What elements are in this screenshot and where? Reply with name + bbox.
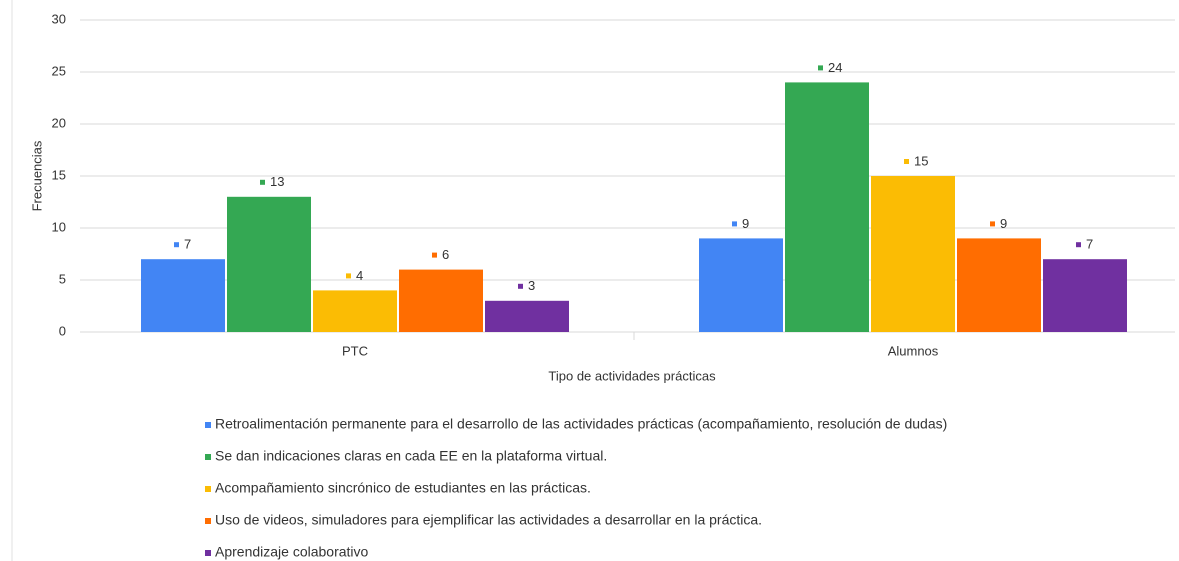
bar <box>785 82 869 333</box>
bar <box>699 238 783 332</box>
data-label-key <box>818 65 823 71</box>
data-label-key <box>904 159 909 164</box>
data-label-key <box>260 179 265 185</box>
data-label: 9 <box>1000 216 1007 231</box>
y-tick-label: 10 <box>52 219 66 234</box>
data-label: 15 <box>914 153 928 168</box>
y-tick-label: 0 <box>59 323 66 338</box>
data-label: 13 <box>270 174 284 189</box>
y-tick-label: 20 <box>52 115 66 130</box>
data-label-key <box>346 273 351 279</box>
data-label: 9 <box>742 216 749 231</box>
data-label-key <box>174 242 179 248</box>
data-label: 4 <box>356 268 363 283</box>
bar <box>313 290 397 332</box>
data-label: 3 <box>528 278 535 293</box>
legend-key <box>205 518 211 524</box>
bar <box>227 196 311 332</box>
legend-label: Uso de videos, simuladores para ejemplif… <box>215 512 762 528</box>
bar <box>485 300 569 332</box>
y-tick-label: 25 <box>52 63 66 78</box>
legend-key <box>205 550 211 556</box>
bar <box>141 259 225 332</box>
data-label-key <box>518 283 523 289</box>
legend-label: Retroalimentación permanente para el des… <box>215 416 947 432</box>
data-label: 7 <box>184 237 191 252</box>
x-tick-label: PTC <box>342 343 368 358</box>
bar <box>871 176 955 332</box>
legend-label: Aprendizaje colaborativo <box>215 544 369 560</box>
y-tick-label: 5 <box>59 271 66 286</box>
y-tick-label: 15 <box>52 167 66 182</box>
data-label: 7 <box>1086 237 1093 252</box>
y-axis-label: Frecuencias <box>29 140 44 211</box>
legend-key <box>205 454 211 460</box>
legend-label: Se dan indicaciones claras en cada EE en… <box>215 448 607 464</box>
data-label-key <box>1076 242 1081 248</box>
data-label: 6 <box>442 247 449 262</box>
data-label-key <box>990 221 995 227</box>
data-label-key <box>432 252 437 258</box>
x-tick-label: Alumnos <box>888 343 939 358</box>
bar <box>1043 259 1127 332</box>
y-tick-label: 30 <box>52 11 66 26</box>
data-label-key <box>732 221 737 227</box>
x-axis-label: Tipo de actividades prácticas <box>548 368 716 383</box>
bar <box>399 269 483 332</box>
bar <box>957 238 1041 332</box>
data-label: 24 <box>828 60 842 75</box>
legend-key <box>205 422 211 428</box>
legend-label: Acompañamiento sincrónico de estudiantes… <box>215 480 591 496</box>
legend-key <box>205 486 211 492</box>
